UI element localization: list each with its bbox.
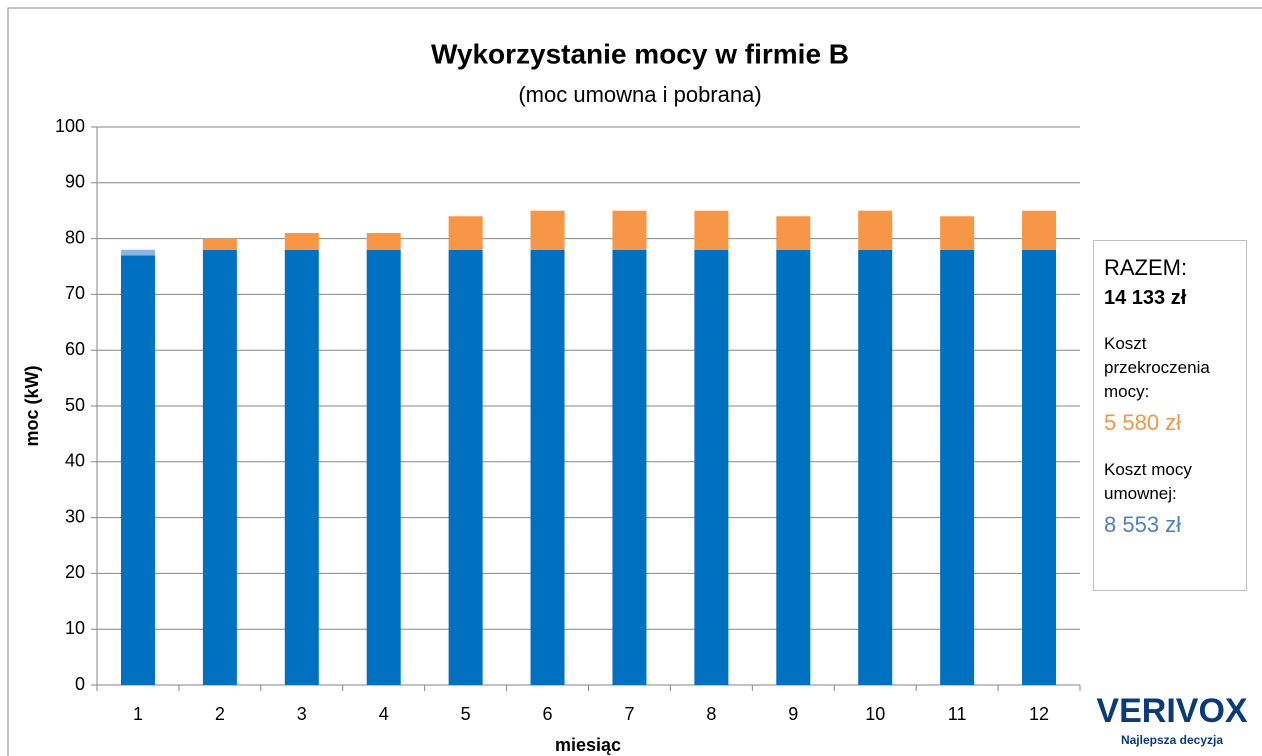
bar-segment	[1022, 249, 1057, 685]
bar-segment	[940, 249, 975, 685]
bar-segment	[202, 249, 237, 685]
bar-segment	[284, 249, 319, 685]
y-tick-label: 50	[65, 395, 85, 415]
y-tick-label: 20	[65, 562, 85, 582]
bar-segment	[284, 233, 319, 250]
x-tick-label: 12	[1029, 704, 1049, 724]
excess-label: Koszt przekroczenia mocy:	[1104, 334, 1210, 401]
y-tick-label: 90	[65, 172, 85, 192]
bar-segment	[366, 249, 401, 685]
bar-segment	[530, 210, 565, 250]
bar-segment	[120, 249, 155, 256]
x-tick-label: 9	[788, 704, 798, 724]
y-axis-label: moc (kW)	[22, 365, 42, 446]
x-tick-label: 5	[461, 704, 471, 724]
x-tick-label: 4	[379, 704, 389, 724]
y-tick-label: 40	[65, 451, 85, 471]
bar-segment	[448, 249, 483, 685]
x-tick-label: 8	[706, 704, 716, 724]
bar-segment	[694, 249, 729, 685]
x-tick-label: 1	[133, 704, 143, 724]
bar-segment	[858, 210, 893, 250]
bar-segment	[776, 249, 811, 685]
bar-segment	[120, 255, 155, 685]
bar-segment	[202, 238, 237, 250]
contract: 8 553 zł	[1104, 512, 1182, 537]
frame	[7, 7, 1262, 756]
x-tick-label: 2	[215, 704, 225, 724]
y-tick-label: 0	[75, 674, 85, 694]
bar-segment	[776, 216, 811, 250]
y-tick-label: 70	[65, 283, 85, 303]
bar-segment	[448, 216, 483, 250]
summary-box: RAZEM: 14 133 zł Koszt przekroczenia moc…	[1093, 240, 1247, 591]
y-tick-label: 10	[65, 618, 85, 638]
x-tick-label: 6	[543, 704, 553, 724]
x-tick-label: 11	[948, 704, 967, 724]
bar-segment	[1022, 210, 1057, 250]
x-axis-label: miesiąc	[555, 735, 621, 755]
logo: VERIVOX	[1096, 692, 1247, 730]
x-tick-label: 7	[624, 704, 634, 724]
y-tick-label: 100	[55, 116, 85, 136]
bar-segment	[530, 249, 565, 685]
bar-segment	[858, 249, 893, 685]
chart-title: Wykorzystanie mocy w firmie B	[431, 38, 849, 69]
bar-segment	[940, 216, 975, 250]
bar-segment	[612, 210, 647, 250]
chart-subtitle: (moc umowna i pobrana)	[518, 82, 761, 107]
excess: 5 580 zł	[1104, 410, 1182, 435]
y-tick-label: 80	[65, 227, 85, 247]
logo-tagline: Najlepsza decyzja	[1121, 733, 1223, 747]
x-tick-label: 3	[297, 704, 307, 724]
y-tick-label: 30	[65, 506, 85, 526]
x-tick-label: 10	[865, 704, 885, 724]
total: 14 133 zł	[1104, 287, 1187, 309]
y-tick-label: 60	[65, 339, 85, 359]
total-label: RAZEM:	[1104, 255, 1188, 280]
bar-segment	[612, 249, 647, 685]
contract-label: Koszt mocy umownej:	[1104, 460, 1192, 503]
bar-segment	[366, 233, 401, 250]
bar-segment	[694, 210, 729, 250]
